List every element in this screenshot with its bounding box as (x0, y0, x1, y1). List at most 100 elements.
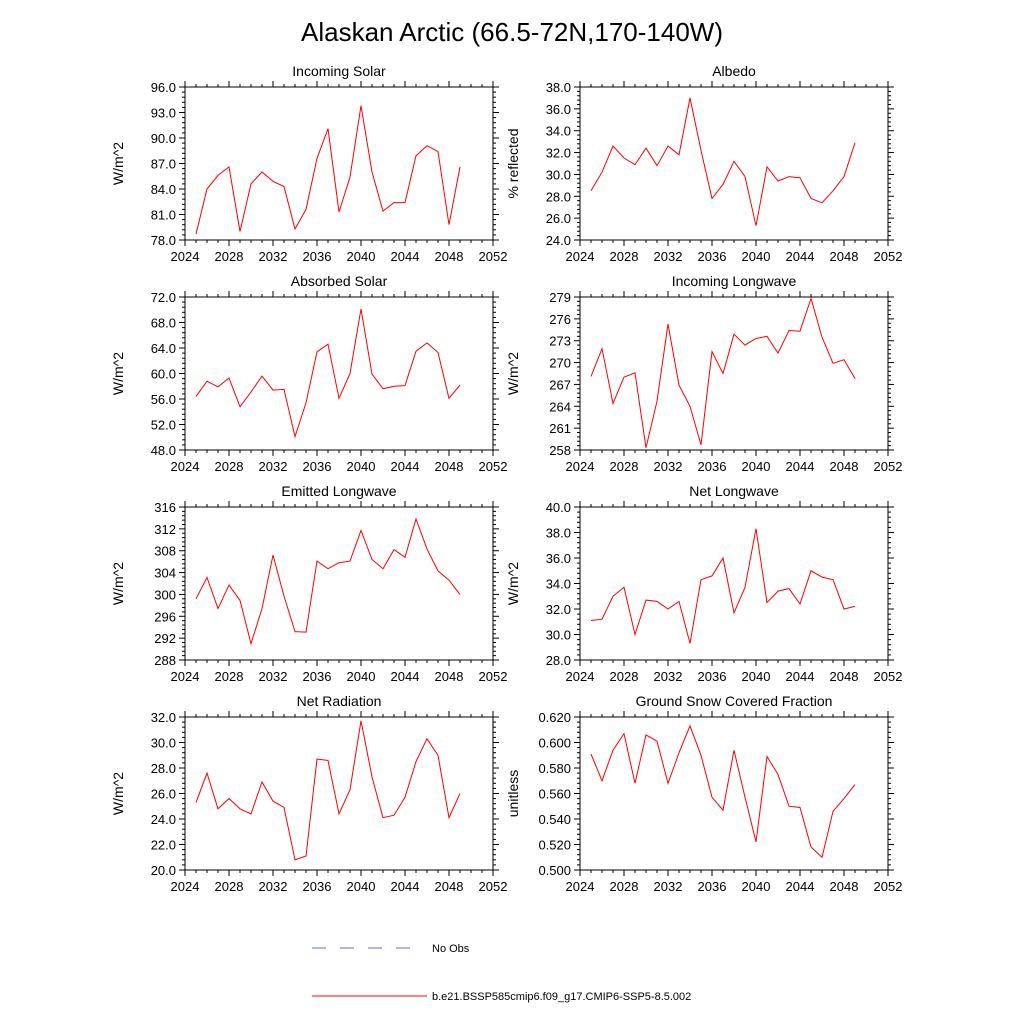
data-point (404, 797, 405, 798)
x-tick-label: 2028 (610, 459, 639, 474)
data-point (228, 585, 229, 586)
y-tick-label: 26.0 (151, 787, 176, 802)
data-point (755, 338, 756, 339)
y-tick-label: 261 (549, 421, 571, 436)
x-tick-label: 2024 (171, 459, 200, 474)
y-tick-label: 308 (154, 544, 176, 559)
panel-title: Net Longwave (689, 483, 779, 499)
y-tick-label: 22.0 (151, 838, 176, 853)
data-point (667, 783, 668, 784)
data-point (437, 352, 438, 353)
data-point (371, 776, 372, 777)
data-point (426, 145, 427, 146)
data-point (689, 725, 690, 726)
panels: 2024 2028 2032 2036 2040 2044 2048 2052 78.0 81.0… (110, 63, 902, 894)
data-point (272, 801, 273, 802)
data-point (272, 554, 273, 555)
data-point (261, 781, 262, 782)
data-point (700, 755, 701, 756)
y-tick-label: 52.0 (151, 418, 176, 433)
y-axis-label: W/m^2 (110, 352, 126, 395)
data-point (206, 773, 207, 774)
data-point (810, 198, 811, 199)
data-point (667, 145, 668, 146)
y-tick-label: 96.0 (151, 80, 176, 95)
y-tick-label: 300 (154, 587, 176, 602)
data-point (459, 793, 460, 794)
y-tick-label: 0.600 (538, 736, 571, 751)
data-point (283, 186, 284, 187)
x-tick-label: 2048 (435, 669, 464, 684)
y-tick-label: 81.0 (151, 208, 176, 223)
panel-net-longwave: 2024 2028 2032 2036 2040 2044 2048 2052 28.0 30.0… (505, 483, 902, 684)
data-point (810, 298, 811, 299)
data-point (744, 344, 745, 345)
x-tick-label: 2024 (171, 669, 200, 684)
data-point (305, 402, 306, 403)
data-point (206, 188, 207, 189)
data-point (766, 756, 767, 757)
data-point (272, 181, 273, 182)
data-point (634, 783, 635, 784)
y-tick-label: 32.0 (546, 602, 571, 617)
data-point (854, 142, 855, 143)
data-point (667, 323, 668, 324)
data-point (382, 817, 383, 818)
y-tick-label: 32.0 (151, 710, 176, 725)
data-point (722, 184, 723, 185)
data-point (327, 568, 328, 569)
y-axis-label: W/m^2 (505, 352, 521, 395)
y-tick-label: 288 (154, 653, 176, 668)
data-point (228, 166, 229, 167)
panel-emitted-longwave: 2024 2028 2032 2036 2040 2044 2048 2052 288 292 29… (110, 483, 507, 684)
data-point (382, 568, 383, 569)
data-point (239, 808, 240, 809)
legend-model-label: b.e21.BSSP585cmip6.f09_g17.CMIP6-SSP5-8.… (432, 991, 691, 1003)
data-point (678, 752, 679, 753)
data-point (799, 331, 800, 332)
y-tick-label: 30.0 (151, 736, 176, 751)
y-tick-label: 26.0 (546, 211, 571, 226)
data-point (250, 183, 251, 184)
data-point (645, 148, 646, 149)
data-point (294, 228, 295, 229)
data-point (415, 761, 416, 762)
data-point (250, 391, 251, 392)
data-point (327, 760, 328, 761)
data-point (294, 631, 295, 632)
data-point (195, 598, 196, 599)
y-tick-label: 34.0 (546, 577, 571, 592)
y-axis-label: W/m^2 (505, 562, 521, 605)
data-point (217, 808, 218, 809)
data-point (788, 806, 789, 807)
data-point (832, 190, 833, 191)
series-line (195, 517, 461, 646)
x-tick-label: 2036 (303, 879, 332, 894)
y-tick-label: 28.0 (151, 761, 176, 776)
data-point (250, 813, 251, 814)
data-point (766, 336, 767, 337)
x-tick-label: 2040 (742, 669, 771, 684)
data-point (810, 570, 811, 571)
x-tick-label: 2024 (566, 249, 595, 264)
data-point (601, 172, 602, 173)
data-point (590, 753, 591, 754)
data-point (799, 807, 800, 808)
x-tick-label: 2028 (610, 249, 639, 264)
y-tick-label: 0.500 (538, 863, 571, 878)
y-axis-label: W/m^2 (110, 142, 126, 185)
data-point (733, 750, 734, 751)
panel-ground-snow-covered-fraction: 2024 2028 2032 2036 2040 2044 2048 2052 0.500 0.5… (505, 693, 902, 894)
data-point (272, 389, 273, 390)
data-point (821, 577, 822, 578)
x-tick-label: 2048 (435, 459, 464, 474)
series-line (195, 105, 461, 235)
data-point (623, 157, 624, 158)
x-tick-label: 2024 (566, 669, 595, 684)
data-point (294, 436, 295, 437)
data-point (459, 384, 460, 385)
x-tick-label: 2040 (742, 249, 771, 264)
data-point (744, 176, 745, 177)
data-point (843, 798, 844, 799)
data-point (678, 154, 679, 155)
